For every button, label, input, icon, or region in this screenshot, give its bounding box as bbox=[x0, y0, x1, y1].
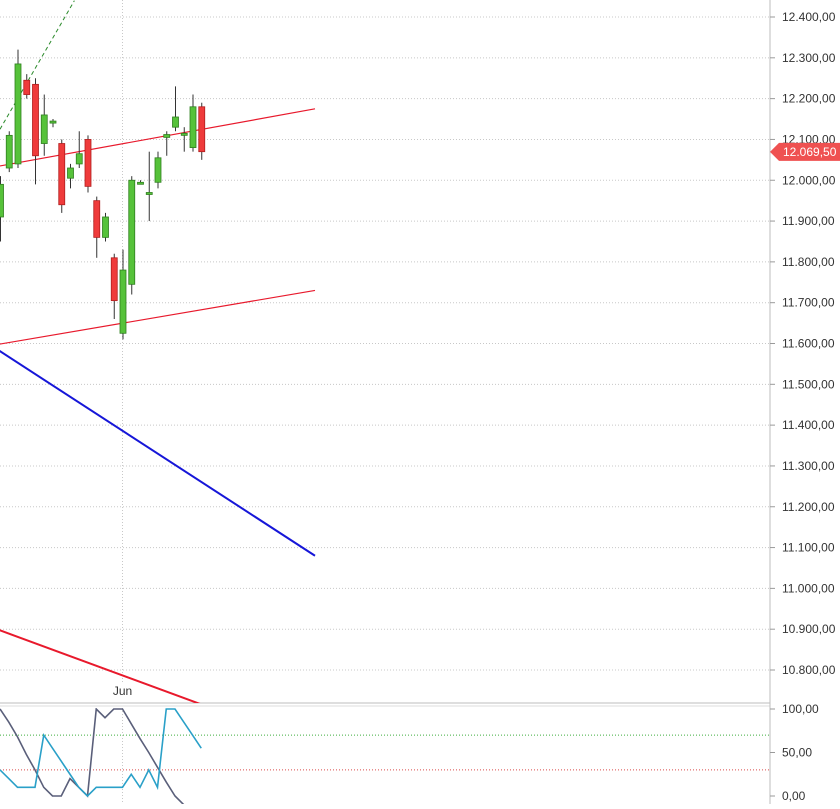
main-y-axis: 12.400,0012.300,0012.200,0012.100,0012.0… bbox=[770, 10, 836, 677]
candles bbox=[0, 49, 206, 340]
candle-body bbox=[93, 200, 101, 238]
candle-body bbox=[172, 116, 179, 128]
candle bbox=[198, 102, 206, 160]
y-tick-label: 12.300,00 bbox=[782, 51, 836, 65]
candle-body bbox=[32, 83, 39, 157]
candle-body bbox=[198, 106, 206, 153]
candle bbox=[137, 180, 144, 185]
candle-body bbox=[110, 257, 118, 302]
candle bbox=[102, 212, 109, 242]
candle-body bbox=[84, 139, 92, 187]
y-tick-label: 11.800,00 bbox=[782, 255, 835, 269]
candle-body bbox=[128, 179, 136, 285]
candle bbox=[180, 127, 188, 152]
y-tick-label: 11.200,00 bbox=[782, 500, 835, 514]
trendline-lower-red bbox=[0, 289, 316, 345]
y-tick-label: 11.100,00 bbox=[782, 541, 835, 555]
candle-body bbox=[154, 157, 162, 183]
last-price-label: 12.069,50 bbox=[783, 145, 837, 159]
candle-body bbox=[14, 63, 22, 165]
y-tick-label: 12.200,00 bbox=[782, 92, 836, 106]
candle bbox=[58, 139, 66, 213]
last-price-badge bbox=[770, 142, 840, 161]
candle bbox=[145, 151, 153, 222]
candle-body bbox=[67, 167, 74, 179]
osc-y-tick-label: 100,00 bbox=[782, 702, 819, 716]
trendline-bottom-red bbox=[0, 629, 201, 703]
candle bbox=[75, 131, 83, 169]
trendline-blue bbox=[0, 350, 316, 557]
candle bbox=[84, 135, 92, 193]
trendline-green-dashed bbox=[0, 0, 75, 130]
candle bbox=[189, 94, 197, 152]
osc-y-tick-label: 50,00 bbox=[782, 746, 812, 760]
candle bbox=[49, 119, 57, 128]
y-tick-label: 11.500,00 bbox=[782, 377, 835, 391]
osc-series bbox=[0, 708, 202, 804]
candle bbox=[172, 86, 179, 132]
y-tick-label: 11.400,00 bbox=[782, 418, 835, 432]
candle bbox=[93, 196, 101, 258]
y-tick-label: 11.900,00 bbox=[782, 214, 835, 228]
candle-body bbox=[49, 120, 57, 124]
candle bbox=[163, 131, 171, 156]
candle bbox=[154, 151, 162, 189]
y-tick-label: 11.300,00 bbox=[782, 459, 835, 473]
candle-body bbox=[23, 79, 31, 95]
candle bbox=[5, 131, 13, 173]
x-tick-label-jun: Jun bbox=[113, 684, 132, 698]
candle-body bbox=[189, 106, 197, 148]
trendlines bbox=[0, 0, 316, 703]
candle-body bbox=[0, 183, 4, 218]
osc-y-tick-label: 0,00 bbox=[782, 789, 806, 803]
osc-y-axis: 100,00 50,00 0,00 bbox=[770, 702, 819, 803]
candle bbox=[23, 74, 31, 99]
trendline-upper-red bbox=[0, 108, 316, 167]
candle bbox=[0, 176, 4, 242]
candle-body bbox=[75, 153, 83, 165]
y-tick-label: 11.700,00 bbox=[782, 296, 835, 310]
candle bbox=[32, 78, 39, 185]
osc-line-0 bbox=[0, 708, 185, 804]
y-tick-label: 10.800,00 bbox=[782, 663, 836, 677]
main-grid bbox=[0, 0, 770, 683]
y-tick-label: 11.000,00 bbox=[782, 581, 835, 595]
candle bbox=[119, 249, 127, 340]
candle bbox=[110, 253, 118, 320]
candle-body bbox=[145, 192, 153, 195]
candle-body bbox=[119, 269, 127, 334]
osc-line-1 bbox=[0, 708, 202, 798]
candle bbox=[67, 163, 74, 189]
candle-body bbox=[163, 134, 171, 138]
candle-body bbox=[137, 181, 144, 185]
y-tick-label: 11.600,00 bbox=[782, 337, 835, 351]
candle-body bbox=[40, 114, 48, 144]
last-price-tag: 12.069,50 bbox=[770, 142, 840, 161]
candle-body bbox=[5, 134, 13, 169]
candle bbox=[14, 49, 22, 169]
candle-body bbox=[102, 216, 109, 238]
candle-body bbox=[180, 132, 188, 136]
osc-grid bbox=[0, 708, 770, 804]
candle bbox=[40, 94, 48, 156]
candle-body bbox=[58, 143, 66, 206]
y-tick-label: 12.400,00 bbox=[782, 10, 836, 24]
candle bbox=[128, 176, 136, 295]
y-tick-label: 10.900,00 bbox=[782, 622, 836, 636]
y-tick-label: 12.000,00 bbox=[782, 173, 836, 187]
